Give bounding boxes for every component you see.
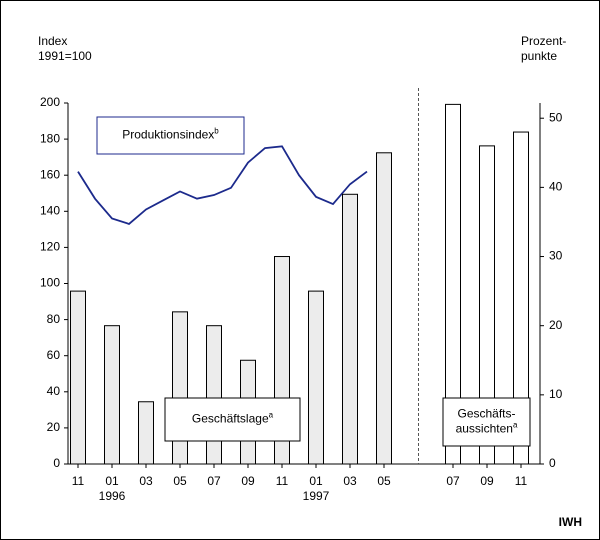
y2-axis-title: punkte <box>521 49 557 63</box>
y-tick-label: 20 <box>47 420 61 434</box>
bar <box>70 290 86 465</box>
legend-name: Geschäftslage <box>192 412 269 426</box>
x-tick-label: 03 <box>139 474 153 488</box>
y-tick-label: 80 <box>47 312 61 326</box>
y-tick-label: 180 <box>40 131 60 145</box>
legend-name: Produktionsindex <box>122 128 214 142</box>
x-tick-label: 05 <box>173 474 187 488</box>
legend-label: Produktionsindexb <box>122 126 219 142</box>
x-tick-label: 11 <box>515 474 528 488</box>
bar <box>513 131 529 465</box>
legend-box <box>96 116 245 155</box>
x-tick-label: 05 <box>377 474 391 488</box>
legend-note: a <box>269 410 274 419</box>
y2-tick-label: 30 <box>549 249 563 263</box>
y-axis-title: 1991=100 <box>38 49 92 63</box>
legend-name: Geschäfts- <box>457 407 515 421</box>
bar <box>104 325 120 465</box>
line <box>77 145 368 225</box>
bar <box>138 401 154 465</box>
bar <box>479 145 495 465</box>
year-label: 1997 <box>303 489 330 503</box>
y-tick-label: 160 <box>40 167 60 181</box>
y2-tick-label: 50 <box>549 110 563 124</box>
source-label: IWH <box>559 515 582 529</box>
x-tick-label: 09 <box>480 474 494 488</box>
x-tick-label: 01 <box>309 474 323 488</box>
legend-name: aussichten <box>456 422 513 436</box>
y-tick-label: 120 <box>40 240 60 254</box>
x-tick-label: 07 <box>207 474 221 488</box>
y-tick-label: 60 <box>47 348 61 362</box>
legend-label: aussichtena <box>456 420 518 436</box>
y2-axis-title: Prozent- <box>521 34 566 48</box>
x-tick-label: 07 <box>446 474 460 488</box>
y-tick-label: 140 <box>40 203 60 217</box>
x-tick-label: 09 <box>241 474 255 488</box>
bar <box>376 152 392 465</box>
y-tick-label: 100 <box>40 276 60 290</box>
legend-box <box>442 397 531 447</box>
y2-tick-label: 20 <box>549 318 563 332</box>
y-tick-label: 40 <box>47 384 61 398</box>
bar <box>308 290 324 465</box>
year-label: 1996 <box>99 489 126 503</box>
y2-tick-label: 0 <box>549 456 556 470</box>
y-tick-label: 0 <box>53 456 60 470</box>
x-tick-label: 11 <box>276 474 289 488</box>
y-axis-title: Index <box>38 34 67 48</box>
bar <box>445 103 461 465</box>
legend-note: b <box>214 126 219 135</box>
bar <box>342 193 358 465</box>
legend-label: Geschäftslagea <box>192 410 274 426</box>
legend-box <box>164 397 301 442</box>
bar <box>206 325 222 465</box>
y2-tick-label: 10 <box>549 387 563 401</box>
x-tick-label: 01 <box>105 474 119 488</box>
legend-label: Geschäfts- <box>457 407 515 421</box>
y-tick-label: 200 <box>40 95 60 109</box>
legend-note: a <box>513 420 518 429</box>
y2-tick-label: 40 <box>549 180 563 194</box>
x-tick-label: 03 <box>343 474 357 488</box>
x-tick-label: 11 <box>72 474 85 488</box>
